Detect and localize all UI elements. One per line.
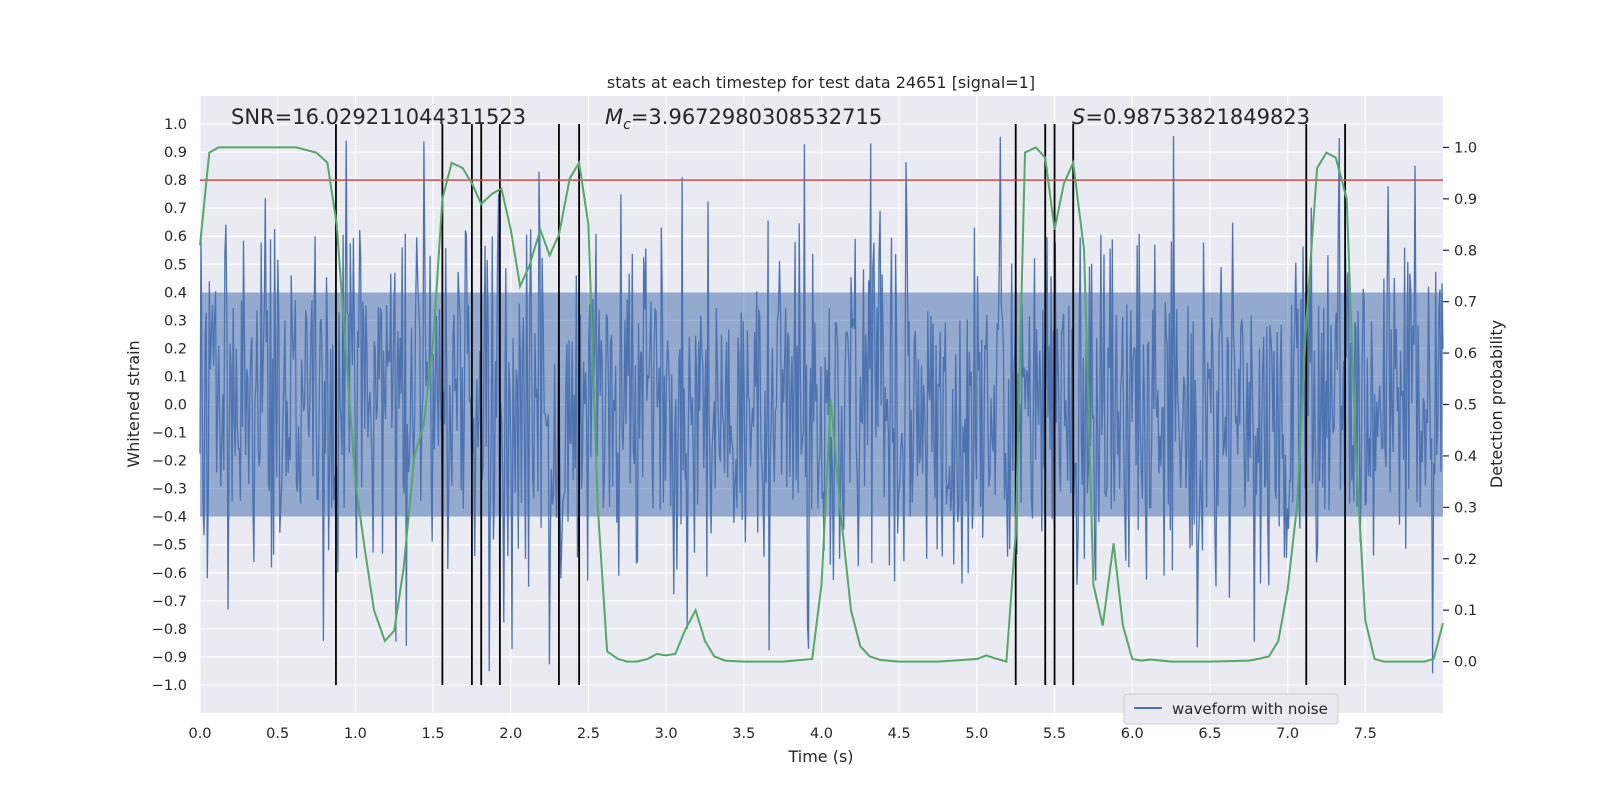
y-left-axis-label: Whitened strain	[124, 340, 143, 467]
waveform-series	[199, 136, 1444, 674]
y-right-tick-label-9: 0.1	[1454, 603, 1477, 619]
y-right-tick-label-8: 0.2	[1454, 552, 1477, 568]
y-left-tick-label-18: −0.8	[152, 622, 187, 638]
x-tick-label-6: 3.0	[655, 726, 678, 742]
chirp-mass-subscript: c	[623, 117, 631, 133]
y-left-tick-label-1: 0.9	[164, 145, 187, 161]
legend-waveform-label: waveform with noise	[1172, 700, 1328, 718]
x-axis-label: Time (s)	[787, 747, 853, 766]
x-tick-label-15: 7.5	[1354, 726, 1377, 742]
x-tick-label-13: 6.5	[1198, 726, 1221, 742]
snr-annotation: SNR=16.029211044311523	[231, 105, 526, 129]
y-right-tick-label-6: 0.4	[1454, 449, 1477, 465]
y-left-tick-label-17: −0.7	[152, 594, 187, 610]
y-right-tick-label-0: 1.0	[1454, 140, 1477, 156]
x-tick-label-1: 0.5	[266, 726, 289, 742]
chirp-mass-value: =3.9672980308532715	[631, 105, 882, 129]
y-right-tick-label-10: 0.0	[1454, 655, 1477, 671]
y-right-axis-label: Detection probability	[1487, 320, 1506, 488]
x-tick-label-14: 7.0	[1276, 726, 1299, 742]
y-left-tick-label-20: −1.0	[152, 678, 187, 694]
y-left-tick-label-12: −0.2	[152, 454, 187, 470]
y-right-tick-label-7: 0.3	[1454, 500, 1477, 516]
waveform-envelope	[200, 292, 1443, 517]
y-left-axis-ticks: 1.0 0.9 0.8 0.7 0.6 0.5 0.4 0.3 0.2 0.1 0.0 −0.1 −0.…	[152, 117, 187, 694]
x-tick-label-2: 1.0	[344, 726, 367, 742]
y-left-tick-label-9: 0.1	[164, 369, 187, 385]
x-tick-label-9: 4.5	[888, 726, 911, 742]
y-right-tick-label-4: 0.6	[1454, 346, 1477, 362]
x-tick-label-12: 6.0	[1121, 726, 1144, 742]
chirp-mass-annotation: Mc=3.9672980308532715	[605, 105, 882, 133]
probability-line	[199, 146, 1444, 663]
x-tick-label-10: 5.0	[965, 726, 988, 742]
y-left-tick-label-6: 0.4	[164, 285, 187, 301]
y-left-tick-label-7: 0.3	[164, 313, 187, 329]
x-tick-label-3: 1.5	[422, 726, 445, 742]
y-left-tick-label-10: 0.0	[164, 398, 187, 414]
s-value: =0.98753821849823	[1085, 105, 1310, 129]
x-tick-label-7: 3.5	[732, 726, 755, 742]
x-axis-ticks: 0.0 0.5 1.0 1.5 2.0 2.5 3.0 3.5 4.0 4.5 5.0 5.5 6.0 6…	[188, 726, 1376, 742]
y-left-tick-label-8: 0.2	[164, 341, 187, 357]
y-left-tick-label-0: 1.0	[164, 117, 187, 133]
x-tick-label-4: 2.0	[499, 726, 522, 742]
x-tick-label-11: 5.5	[1043, 726, 1066, 742]
y-left-tick-label-16: −0.6	[152, 566, 187, 582]
chart-title: stats at each timestep for test data 246…	[607, 73, 1035, 92]
x-tick-label-8: 4.0	[810, 726, 833, 742]
y-right-tick-label-5: 0.5	[1454, 398, 1477, 414]
y-left-tick-label-3: 0.7	[164, 201, 187, 217]
s-annotation: S=0.98753821849823	[1072, 105, 1310, 129]
y-right-tick-label-1: 0.9	[1454, 192, 1477, 208]
y-left-tick-label-15: −0.5	[152, 538, 187, 554]
y-left-tick-label-4: 0.6	[164, 229, 187, 245]
vertical-markers	[335, 124, 1347, 685]
legend: waveform with noise	[1123, 693, 1339, 725]
y-right-axis-ticks: 1.0 0.9 0.8 0.7 0.6 0.5 0.4 0.3 0.2 0.1 0.0	[1443, 140, 1477, 671]
y-left-tick-label-5: 0.5	[164, 257, 187, 273]
chirp-mass-symbol: M	[605, 105, 623, 129]
probability-series	[199, 146, 1444, 663]
s-symbol: S	[1072, 105, 1085, 129]
y-left-tick-label-2: 0.8	[164, 173, 187, 189]
x-tick-label-0: 0.0	[188, 726, 211, 742]
y-right-tick-label-2: 0.8	[1454, 243, 1477, 259]
y-left-tick-label-11: −0.1	[152, 426, 187, 442]
y-left-tick-label-19: −0.9	[152, 650, 187, 666]
legend-box	[1123, 693, 1339, 725]
x-tick-label-5: 2.5	[577, 726, 600, 742]
y-left-tick-label-14: −0.4	[152, 510, 187, 526]
y-left-tick-label-13: −0.3	[152, 482, 187, 498]
y-right-tick-label-3: 0.7	[1454, 295, 1477, 311]
